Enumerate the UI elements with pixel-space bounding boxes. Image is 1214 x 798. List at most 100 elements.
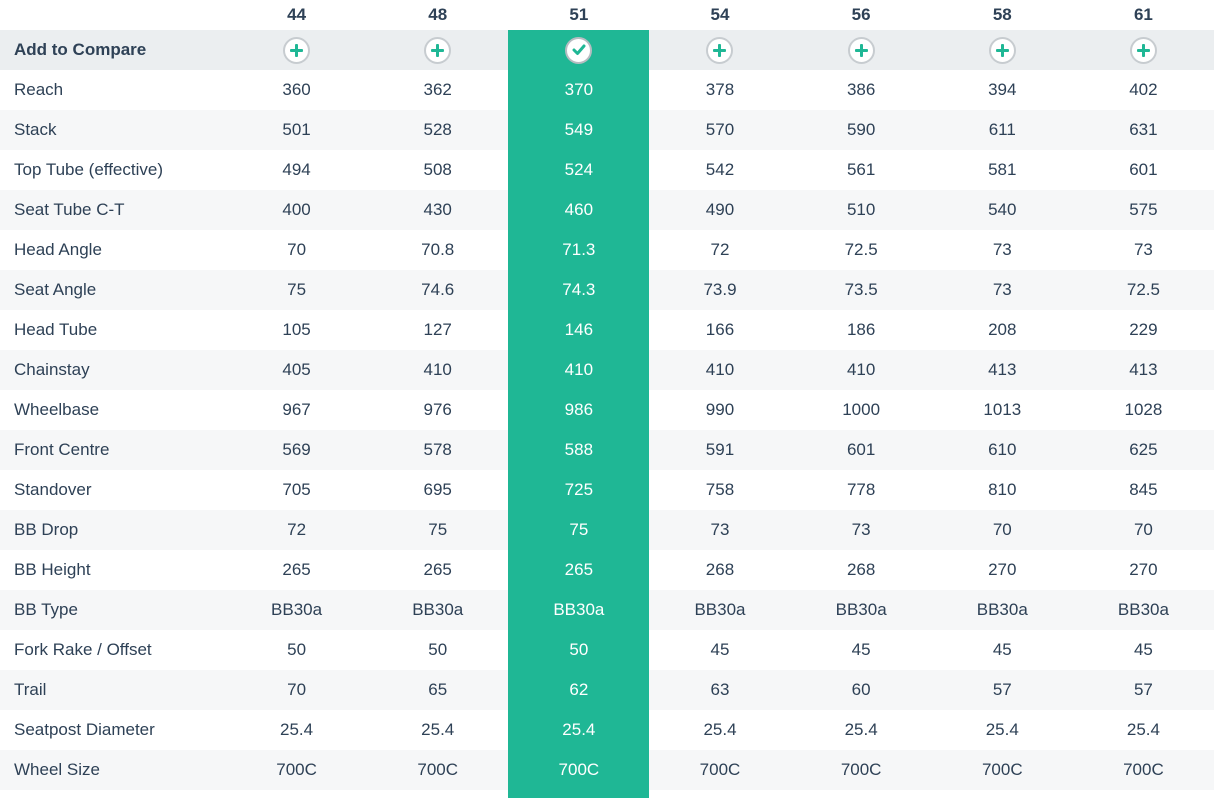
plus-glyph — [431, 43, 445, 57]
value-cell: 378 — [705, 80, 735, 99]
compare-cell-size-54 — [649, 30, 790, 70]
row-label: Reach — [14, 80, 64, 99]
value-cell: 976 — [423, 400, 452, 419]
value-cell: 70.8 — [421, 240, 455, 259]
row-label: Wheelbase — [14, 400, 100, 419]
table-row: Trail 70 65 62 63 60 57 57 — [0, 670, 1214, 710]
value-cell: 25.4 — [985, 720, 1019, 739]
value-cell: 45 — [710, 640, 730, 659]
value-cell: 549 — [508, 110, 650, 150]
compare-cell-size-61 — [1073, 30, 1214, 70]
value-cell: BB30a — [508, 590, 650, 630]
value-cell: 1028 — [1124, 400, 1163, 419]
value-cell: 72 — [710, 240, 730, 259]
compare-cell-size-56 — [791, 30, 932, 70]
plus-glyph — [854, 43, 868, 57]
row-label: Head Tube — [14, 320, 98, 339]
row-label: Front Centre — [14, 440, 110, 459]
value-cell: 700C — [840, 760, 882, 779]
value-cell: 73.9 — [703, 280, 737, 299]
value-cell: 50 — [508, 630, 650, 670]
value-cell: 581 — [988, 160, 1017, 179]
value-cell: 625 — [1129, 440, 1158, 459]
value-cell: 725 — [508, 470, 650, 510]
value-cell: 1013 — [983, 400, 1022, 419]
value-cell: 590 — [846, 120, 876, 139]
value-cell: 570 — [705, 120, 735, 139]
add-to-compare-row: Add to Compare — [0, 30, 1214, 70]
table-row: Seat Tube C-T 400 430 460 490 510 540 575 — [0, 190, 1214, 230]
plus-icon[interactable] — [283, 36, 311, 64]
value-cell: 74.6 — [421, 280, 455, 299]
plus-icon[interactable] — [1129, 36, 1157, 64]
value-cell: 72.5 — [844, 240, 878, 259]
plus-glyph — [290, 43, 304, 57]
row-label: Fork Rake / Offset — [14, 640, 152, 659]
size-header-54: 54 — [710, 5, 730, 24]
value-cell: 700C — [417, 760, 459, 779]
table-row: Stack 501 528 549 570 590 611 631 — [0, 110, 1214, 150]
value-cell: 601 — [1129, 160, 1158, 179]
value-cell: 360 — [282, 80, 311, 99]
value-cell: 578 — [423, 440, 452, 459]
value-cell: 57 — [1133, 680, 1153, 699]
value-cell: 588 — [508, 430, 650, 470]
value-cell: 700C — [981, 760, 1023, 779]
value-cell: 265 — [508, 550, 650, 590]
table-row: Front Centre 569 578 588 591 601 610 625 — [0, 430, 1214, 470]
plus-icon[interactable] — [988, 36, 1016, 64]
value-cell: 494 — [282, 160, 311, 179]
value-cell: 208 — [988, 320, 1017, 339]
plus-icon[interactable] — [424, 36, 452, 64]
value-cell: 72 — [287, 520, 307, 539]
value-cell: 410 — [423, 360, 452, 379]
value-cell: 501 — [282, 120, 311, 139]
value-cell: 105 — [282, 320, 311, 339]
value-cell: 778 — [846, 480, 876, 499]
value-cell: 63 — [710, 680, 730, 699]
value-cell: 610 — [988, 440, 1017, 459]
value-cell: 601 — [846, 440, 876, 459]
value-cell: 700C — [276, 760, 317, 779]
size-header-61: 61 — [1133, 5, 1153, 24]
plus-icon[interactable] — [847, 36, 875, 64]
value-cell: 45 — [851, 640, 871, 659]
value-cell: 50 — [287, 640, 307, 659]
footer-cell — [932, 790, 1073, 798]
value-cell: 73 — [1133, 240, 1153, 259]
value-cell: 700C — [1123, 760, 1164, 779]
value-cell: 990 — [705, 400, 735, 419]
value-cell: BB30a — [694, 600, 746, 619]
value-cell: 45 — [1133, 640, 1153, 659]
size-header-56: 56 — [851, 5, 871, 24]
value-cell: 591 — [705, 440, 735, 459]
value-cell: 70 — [1133, 520, 1153, 539]
value-cell: 611 — [988, 120, 1016, 139]
footer-cell — [367, 790, 508, 798]
value-cell: 410 — [705, 360, 735, 379]
compare-cell-size-48 — [367, 30, 508, 70]
check-icon[interactable] — [565, 36, 593, 64]
row-label: BB Height — [14, 560, 91, 579]
table-row: Seat Angle 75 74.6 74.3 73.9 73.5 73 72.5 — [0, 270, 1214, 310]
table-row: Top Tube (effective) 494 508 524 542 561 581 60… — [0, 150, 1214, 190]
plus-icon[interactable] — [706, 36, 734, 64]
value-cell: BB30a — [271, 600, 323, 619]
row-label: Seat Angle — [14, 280, 97, 299]
value-cell: 73 — [710, 520, 730, 539]
value-cell: 402 — [1129, 80, 1158, 99]
value-cell: BB30a — [1117, 600, 1169, 619]
row-label: Wheel Size — [14, 760, 100, 779]
row-label: Seat Tube C-T — [14, 200, 125, 219]
compare-cell-size-51 — [508, 30, 650, 70]
value-cell: 575 — [1129, 200, 1158, 219]
value-cell: 57 — [992, 680, 1012, 699]
plus-glyph — [995, 43, 1009, 57]
value-cell: 524 — [508, 150, 650, 190]
value-cell: 413 — [1129, 360, 1158, 379]
value-cell: 430 — [423, 200, 452, 219]
compare-cell-size-44 — [226, 30, 367, 70]
value-cell: 45 — [992, 640, 1012, 659]
table-row: Wheelbase 967 976 986 990 1000 1013 1028 — [0, 390, 1214, 430]
row-label: Standover — [14, 480, 92, 499]
